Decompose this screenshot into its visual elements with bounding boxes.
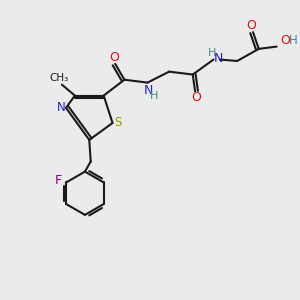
- Text: H: H: [289, 34, 298, 47]
- Text: O: O: [191, 91, 201, 104]
- Text: S: S: [114, 116, 122, 130]
- Text: O: O: [110, 51, 120, 64]
- Text: O: O: [280, 34, 290, 47]
- Text: H: H: [208, 48, 216, 58]
- Text: O: O: [247, 19, 256, 32]
- Text: N: N: [144, 84, 154, 97]
- Text: CH₃: CH₃: [50, 73, 69, 83]
- Text: N: N: [214, 52, 224, 65]
- Text: H: H: [150, 92, 158, 101]
- Text: F: F: [55, 175, 62, 188]
- Text: N: N: [56, 101, 65, 114]
